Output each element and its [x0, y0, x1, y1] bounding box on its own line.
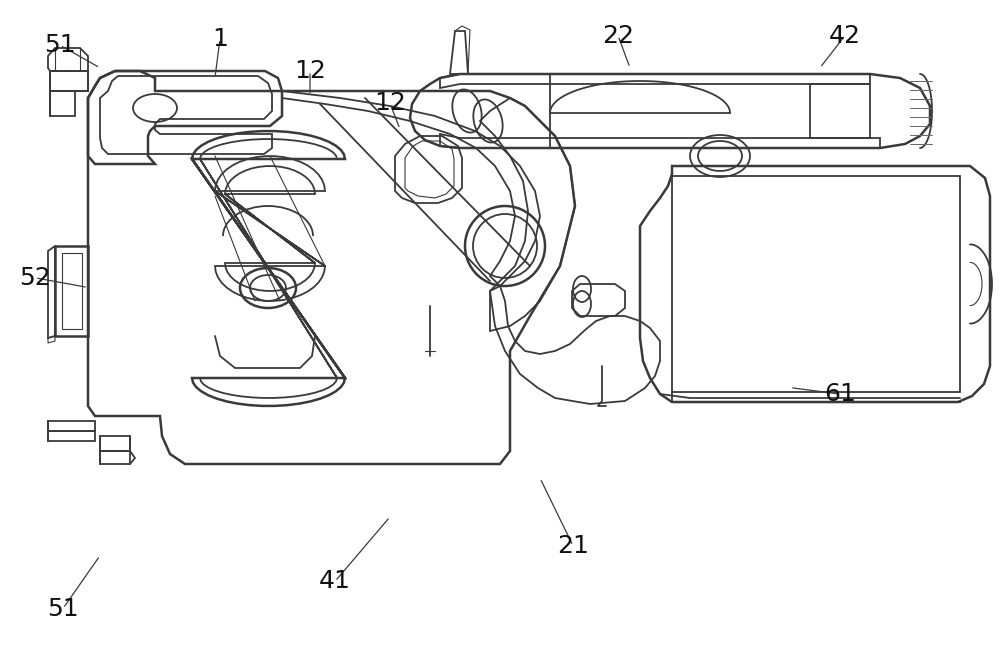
- Text: 22: 22: [602, 23, 634, 48]
- Text: 52: 52: [19, 266, 51, 290]
- Text: 51: 51: [44, 33, 76, 57]
- Text: 41: 41: [319, 569, 351, 594]
- Text: 51: 51: [47, 596, 79, 621]
- Text: 1: 1: [212, 26, 228, 51]
- Text: 12: 12: [374, 91, 406, 116]
- Text: 12: 12: [294, 59, 326, 83]
- Text: 61: 61: [824, 382, 856, 406]
- Text: 21: 21: [557, 534, 589, 558]
- Text: 42: 42: [829, 23, 861, 48]
